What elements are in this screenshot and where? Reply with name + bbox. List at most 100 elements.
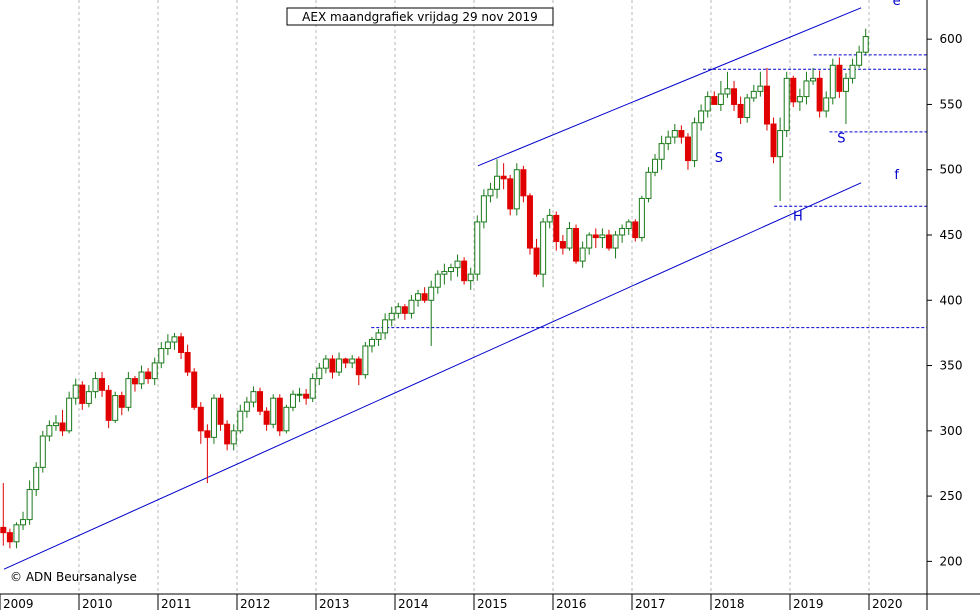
candle: [13, 522, 20, 549]
candle-body-up: [52, 422, 59, 427]
candle-body-down: [533, 247, 540, 275]
candle-body-up: [270, 397, 277, 425]
candle-body-down: [507, 178, 514, 210]
candle-body-up: [619, 227, 626, 236]
candle-body-up: [66, 397, 73, 432]
candle: [191, 368, 198, 410]
candle-body-down: [678, 130, 685, 138]
annotation-f: f: [894, 168, 899, 183]
candle: [829, 58, 836, 105]
candle-body-up: [783, 77, 790, 132]
x-tick-label: 2017: [635, 597, 666, 610]
candle-body-up: [474, 221, 481, 275]
y-axis: 200 250 300 350 400 450 500 550 600: [927, 32, 962, 568]
candle: [250, 386, 257, 408]
candle-body-up: [283, 406, 290, 432]
candle-body-up: [243, 401, 250, 412]
candle: [652, 154, 659, 177]
candle: [26, 480, 33, 525]
candle: [322, 355, 329, 374]
candle: [796, 88, 803, 111]
candle-body-down: [790, 77, 797, 103]
candle-body-up: [72, 384, 79, 399]
candle-body-up: [368, 338, 375, 347]
candle-body-up: [658, 143, 665, 160]
candle: [237, 404, 244, 434]
candle: [704, 91, 711, 118]
candle: [388, 306, 395, 327]
candle: [507, 174, 514, 216]
candle: [66, 391, 73, 434]
candle-body-up: [296, 393, 303, 396]
candle: [665, 130, 672, 151]
candle: [559, 234, 566, 255]
candle: [125, 372, 132, 412]
candle: [270, 394, 277, 429]
candle: [454, 254, 461, 277]
x-tick-label: 2019: [793, 597, 824, 610]
candle-body-up: [309, 378, 316, 399]
candle: [671, 124, 678, 144]
y-tick-label: 550: [940, 97, 963, 111]
candle-body-down: [553, 214, 560, 243]
candle-body-up: [395, 306, 402, 314]
candle-body-down: [401, 306, 408, 314]
candle: [461, 257, 468, 285]
candle: [401, 304, 408, 320]
candle-body-down: [559, 241, 566, 249]
candle-body-down: [329, 358, 336, 373]
candle: [520, 165, 527, 203]
candle-body-up: [810, 77, 817, 82]
candle-body-up: [125, 378, 132, 408]
candle-body-up: [382, 319, 389, 334]
candle: [158, 342, 165, 369]
candle: [474, 215, 481, 281]
candle-body-up: [336, 358, 343, 373]
candle-body-up: [494, 175, 501, 190]
candles: [0, 28, 869, 549]
candle: [0, 483, 7, 546]
candle: [546, 208, 553, 229]
candle: [638, 195, 645, 242]
candle: [441, 263, 448, 285]
candle: [138, 365, 145, 390]
candle: [336, 352, 343, 376]
candle: [790, 75, 797, 108]
candle-body-up: [862, 36, 869, 53]
candle-body-up: [138, 371, 145, 385]
annotation-e: e: [893, 0, 901, 9]
candle-body-down: [461, 260, 468, 282]
candle-body-down: [276, 397, 283, 432]
candle-body-down: [6, 532, 13, 543]
candle-body-up: [322, 358, 329, 369]
candle-body-up: [717, 93, 724, 105]
candle-body-up: [415, 293, 422, 301]
candle-body-down: [178, 336, 185, 353]
candle-body-down: [105, 389, 112, 421]
candle: [605, 229, 612, 251]
candle: [836, 57, 843, 98]
candle-body-up: [638, 197, 645, 239]
candle-body-up: [20, 519, 27, 526]
candle: [777, 117, 784, 202]
x-tick-label: 2010: [82, 597, 113, 610]
candle-body-up: [704, 96, 711, 112]
candle-body-down: [836, 64, 843, 92]
candle-body-up: [652, 158, 659, 173]
candle: [698, 104, 705, 131]
candle: [178, 332, 185, 360]
candle: [803, 71, 810, 105]
candle-body-up: [428, 286, 435, 301]
candle: [39, 430, 46, 473]
candle: [770, 117, 777, 164]
candle-body-down: [731, 88, 738, 105]
candle-body-up: [750, 90, 757, 99]
candle: [92, 372, 99, 399]
candle: [645, 167, 652, 203]
candle-body-up: [151, 362, 158, 380]
candle: [105, 385, 112, 429]
candle: [85, 385, 92, 408]
candle-body-up: [408, 299, 415, 314]
candle: [711, 91, 718, 105]
